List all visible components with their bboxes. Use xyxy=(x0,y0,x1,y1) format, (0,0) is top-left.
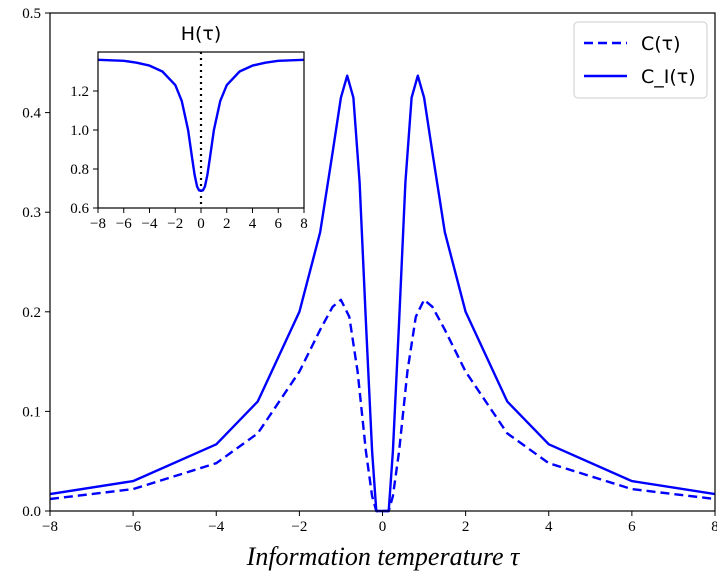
inset-series-line xyxy=(97,58,305,192)
inset-title: H(τ) xyxy=(181,23,222,45)
x-axis-label: Information temperature τ xyxy=(246,542,521,571)
y-tick-label: 0.4 xyxy=(22,106,41,122)
x-tick-label: 6 xyxy=(628,519,636,535)
x-tick-label: −4 xyxy=(208,519,224,535)
inset-y-tick-label: 1.2 xyxy=(70,84,89,100)
inset-y-tick-label: 0.6 xyxy=(70,201,89,217)
inset-y-tick-label: 0.8 xyxy=(70,162,89,178)
x-tick-label: 2 xyxy=(462,519,470,535)
inset-x-tick-label: 8 xyxy=(300,216,308,232)
inset-x-tick-label: 6 xyxy=(275,216,283,232)
legend-box xyxy=(573,21,708,99)
y-tick-label: 0.3 xyxy=(22,205,41,221)
y-tick-label: 0.0 xyxy=(22,504,41,520)
inset-x-tick-label: 4 xyxy=(249,216,257,232)
series-line-c-tau xyxy=(49,298,716,513)
x-tick-label: 4 xyxy=(545,519,553,535)
x-tick-label: −6 xyxy=(125,519,141,535)
main-plot: −8 −6 −4 −2 0 2 4 6 8 0.0 0.1 0.2 0.3 0.4 0.5 xyxy=(22,6,717,535)
legend-label: C(τ) xyxy=(641,33,681,55)
y-tick-label: 0.1 xyxy=(22,404,41,420)
x-tick-label: 0 xyxy=(379,519,387,535)
legend: C(τ) C_I(τ) xyxy=(573,21,708,99)
y-tick-label: 0.5 xyxy=(22,6,41,22)
x-tick-label: 8 xyxy=(711,519,717,535)
inset-x-tick-label: 0 xyxy=(197,216,205,232)
inset-x-tick-label: 2 xyxy=(223,216,231,232)
inset-plot: H(τ) −8 −6 −4 −2 0 2 4 6 8 0.6 0.8 1.0 1.2 xyxy=(70,23,308,232)
inset-x-tick-label: −8 xyxy=(90,216,106,232)
inset-x-tick-label: −6 xyxy=(116,216,132,232)
y-tick-label: 0.2 xyxy=(22,305,41,321)
inset-x-tick-label: −4 xyxy=(142,216,158,232)
inset-y-tick-label: 1.0 xyxy=(70,123,89,139)
x-tick-label: −2 xyxy=(291,519,307,535)
x-tick-label: −8 xyxy=(42,519,58,535)
inset-x-tick-label: −2 xyxy=(167,216,183,232)
legend-label: C_I(τ) xyxy=(641,66,696,88)
